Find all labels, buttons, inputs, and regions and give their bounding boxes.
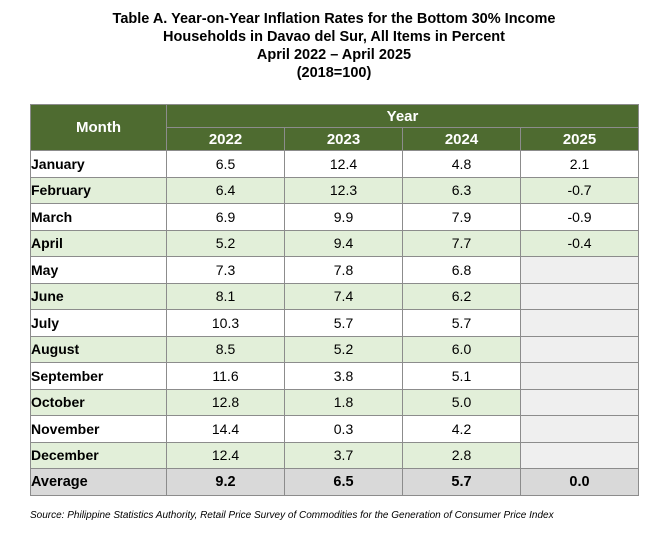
value-cell-2025 [519,256,640,284]
month-cell: November [30,415,167,443]
value-cell-2022: 8.1 [166,282,285,310]
value-cell-2023: 3.7 [284,441,403,469]
month-cell: March [30,203,167,231]
value-cell-2025: -0.7 [519,176,640,204]
value-cell-2025 [519,335,640,363]
average-value-2024: 5.7 [402,468,521,496]
table-row: April 5.2 9.4 7.7 -0.4 [30,229,640,257]
value-cell-2025 [519,388,640,416]
value-cell-2024: 5.1 [402,362,521,390]
average-value-2025: 0.0 [519,468,640,496]
value-cell-2024: 7.9 [402,203,521,231]
value-cell-2024: 6.0 [402,335,521,363]
value-cell-2023: 7.4 [284,282,403,310]
month-cell: September [30,362,167,390]
table-row: January 6.5 12.4 4.8 2.1 [30,150,640,178]
value-cell-2023: 3.8 [284,362,403,390]
title-line-2: Households in Davao del Sur, All Items i… [163,29,505,45]
value-cell-2024: 5.0 [402,388,521,416]
value-cell-2022: 5.2 [166,229,285,257]
value-cell-2024: 5.7 [402,309,521,337]
value-cell-2025 [519,415,640,443]
table-row: May 7.3 7.8 6.8 [30,256,640,284]
value-cell-2023: 9.4 [284,229,403,257]
month-cell: June [30,282,167,310]
value-cell-2023: 9.9 [284,203,403,231]
table-row: August 8.5 5.2 6.0 [30,335,640,363]
value-cell-2024: 4.8 [402,150,521,178]
value-cell-2024: 6.3 [402,176,521,204]
value-cell-2022: 11.6 [166,362,285,390]
month-cell: July [30,309,167,337]
value-cell-2022: 6.4 [166,176,285,204]
value-cell-2024: 2.8 [402,441,521,469]
average-row: Average 9.2 6.5 5.7 0.0 [30,468,640,496]
average-value-2023: 6.5 [284,468,403,496]
table-row: December 12.4 3.7 2.8 [30,441,640,469]
value-cell-2023: 12.4 [284,150,403,178]
value-cell-2025: -0.4 [519,229,640,257]
inflation-table: Month Year 2022 2023 2024 2025 January 6.… [30,104,640,496]
value-cell-2023: 5.7 [284,309,403,337]
title-line-1: Table A. Year-on-Year Inflation Rates fo… [112,11,556,27]
month-cell: January [30,150,167,178]
value-cell-2023: 0.3 [284,415,403,443]
value-cell-2024: 6.8 [402,256,521,284]
table-row: February 6.4 12.3 6.3 -0.7 [30,176,640,204]
value-cell-2025: -0.9 [519,203,640,231]
value-cell-2025 [519,362,640,390]
table-row: October 12.8 1.8 5.0 [30,388,640,416]
value-cell-2023: 5.2 [284,335,403,363]
month-cell: May [30,256,167,284]
value-cell-2024: 7.7 [402,229,521,257]
month-cell: October [30,388,167,416]
year-group-header: Year [165,104,640,128]
average-value-2022: 9.2 [166,468,285,496]
value-cell-2025 [519,282,640,310]
value-cell-2022: 14.4 [166,415,285,443]
value-cell-2025 [519,441,640,469]
value-cell-2022: 6.9 [166,203,285,231]
table-title: Table A. Year-on-Year Inflation Rates fo… [0,10,668,82]
value-cell-2023: 1.8 [284,388,403,416]
table-row: November 14.4 0.3 4.2 [30,415,640,443]
year-header-2023: 2023 [284,127,403,151]
title-line-4: (2018=100) [296,65,372,81]
month-cell: December [30,441,167,469]
source-note: Source: Philippine Statistics Authority,… [30,510,554,521]
title-line-3: April 2022 – April 2025 [256,47,412,63]
table-body: January 6.5 12.4 4.8 2.1 February 6.4 12.3 6.3 -0… [30,150,640,496]
year-header-2025: 2025 [519,127,640,151]
month-cell: August [30,335,167,363]
value-cell-2022: 12.8 [166,388,285,416]
month-cell: April [30,229,167,257]
value-cell-2023: 12.3 [284,176,403,204]
value-cell-2022: 12.4 [166,441,285,469]
average-label: Average [30,468,167,496]
table-row: September 11.6 3.8 5.1 [30,362,640,390]
month-column-header: Month [30,104,167,151]
table-row: July 10.3 5.7 5.7 [30,309,640,337]
month-cell: February [30,176,167,204]
table-row: June 8.1 7.4 6.2 [30,282,640,310]
value-cell-2022: 10.3 [166,309,285,337]
value-cell-2022: 7.3 [166,256,285,284]
year-header-2024: 2024 [402,127,521,151]
value-cell-2025 [519,309,640,337]
value-cell-2025: 2.1 [519,150,640,178]
value-cell-2024: 6.2 [402,282,521,310]
table-row: March 6.9 9.9 7.9 -0.9 [30,203,640,231]
value-cell-2023: 7.8 [284,256,403,284]
year-header-2022: 2022 [166,127,285,151]
value-cell-2022: 6.5 [166,150,285,178]
value-cell-2024: 4.2 [402,415,521,443]
value-cell-2022: 8.5 [166,335,285,363]
